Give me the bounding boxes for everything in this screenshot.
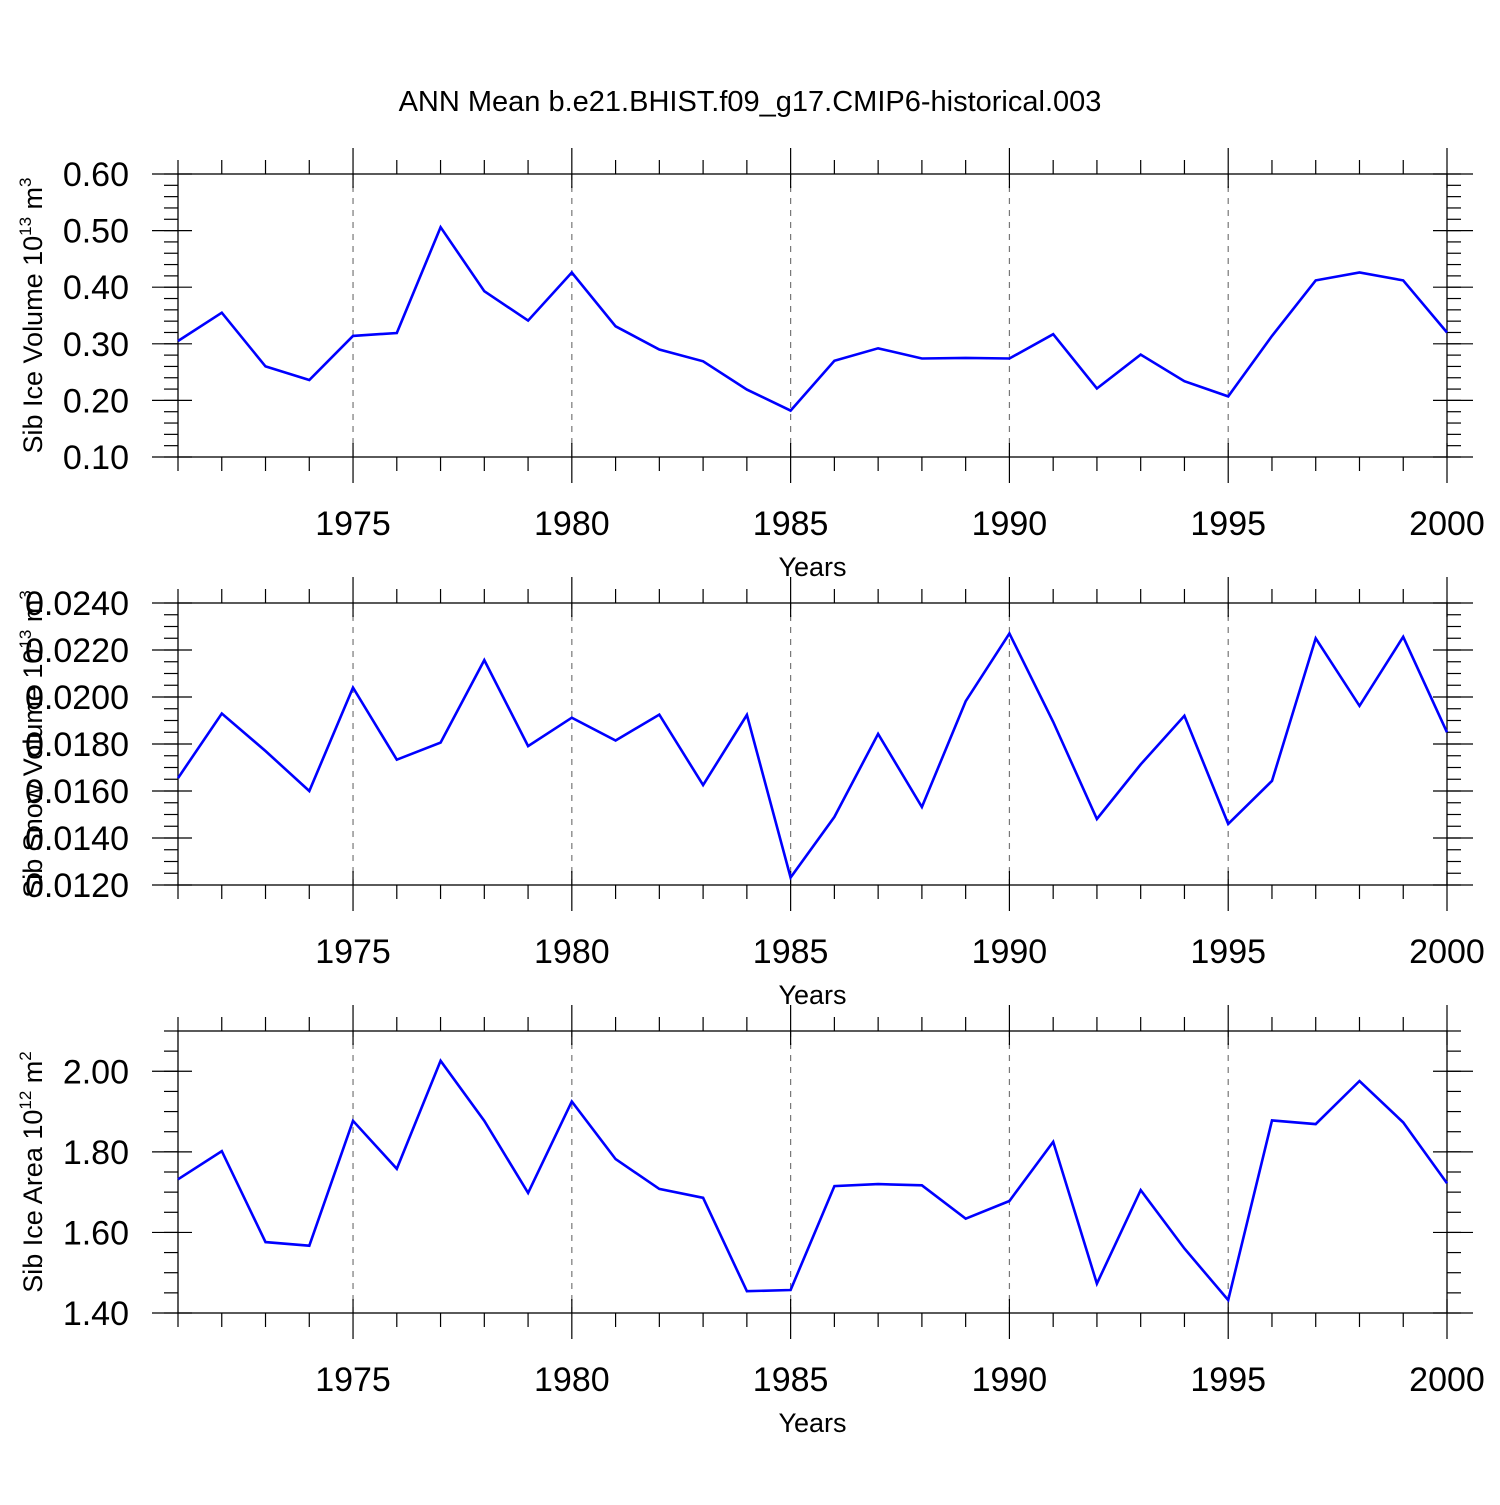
plot-frame bbox=[178, 174, 1447, 457]
y-axis-title-base: Sib Snow Volume 10 bbox=[18, 649, 48, 898]
x-tick-label: 1975 bbox=[315, 505, 391, 543]
y-tick-label: 0.60 bbox=[63, 156, 129, 194]
y-tick-label: 2.00 bbox=[63, 1053, 129, 1091]
y-axis-title: Sib Ice Area 1012 m2 bbox=[16, 1051, 48, 1293]
x-axis-title: Years bbox=[778, 1408, 846, 1438]
chart-panel-2: 0.01200.01400.01600.01800.02000.02200.02… bbox=[16, 577, 1485, 1010]
y-axis-title-unit: m bbox=[18, 600, 48, 630]
x-tick-label: 1995 bbox=[1190, 1361, 1266, 1399]
x-tick-label: 1975 bbox=[315, 933, 391, 971]
y-tick-label: 0.40 bbox=[63, 269, 129, 307]
y-tick-label: 0.10 bbox=[63, 439, 129, 477]
x-tick-label: 1990 bbox=[972, 1361, 1048, 1399]
x-tick-label: 1985 bbox=[753, 1361, 829, 1399]
y-tick-label: 1.80 bbox=[63, 1134, 129, 1172]
x-tick-label: 1980 bbox=[534, 933, 610, 971]
y-axis-title-base: Sib Ice Volume 10 bbox=[18, 236, 48, 454]
y-axis-title-exponent: 13 bbox=[16, 217, 35, 236]
y-axis-title-exponent: 12 bbox=[16, 1091, 35, 1110]
y-axis-title-unit: m bbox=[18, 1061, 48, 1091]
y-tick-label: 1.60 bbox=[63, 1214, 129, 1252]
chart-title: ANN Mean b.e21.BHIST.f09_g17.CMIP6-histo… bbox=[399, 86, 1102, 118]
y-axis-title-unit-exponent: 2 bbox=[16, 1051, 35, 1060]
x-tick-label: 2000 bbox=[1409, 505, 1485, 543]
series-line bbox=[178, 1061, 1447, 1300]
y-axis-title: Sib Ice Volume 1013 m3 bbox=[16, 177, 48, 453]
plot-frame bbox=[178, 603, 1447, 885]
y-tick-label: 1.40 bbox=[63, 1295, 129, 1333]
x-tick-label: 1980 bbox=[534, 505, 610, 543]
x-tick-label: 1980 bbox=[534, 1361, 610, 1399]
chart-panel-3: 1.40 1.60 1.80 2.00 1975 1980 1985 1990 1995 2000… bbox=[16, 1005, 1485, 1438]
y-axis-title-exponent: 13 bbox=[16, 630, 35, 649]
x-tick-label: 1985 bbox=[753, 933, 829, 971]
y-tick-label: 0.50 bbox=[63, 213, 129, 251]
y-axis-title-unit: m bbox=[18, 187, 48, 217]
series-line bbox=[178, 227, 1447, 410]
series-line bbox=[178, 634, 1447, 878]
x-tick-label: 1995 bbox=[1190, 933, 1266, 971]
x-tick-label: 1975 bbox=[315, 1361, 391, 1399]
y-tick-label: 0.20 bbox=[63, 382, 129, 420]
plot-frame bbox=[178, 1031, 1447, 1313]
y-axis-title-unit-exponent: 3 bbox=[16, 590, 35, 599]
y-tick-label: 0.30 bbox=[63, 326, 129, 364]
x-tick-label: 1990 bbox=[972, 505, 1048, 543]
x-tick-label: 2000 bbox=[1409, 1361, 1485, 1399]
y-axis-title-base: Sib Ice Area 10 bbox=[18, 1110, 48, 1293]
x-axis-title: Years bbox=[778, 552, 846, 582]
x-tick-label: 1985 bbox=[753, 505, 829, 543]
x-tick-label: 2000 bbox=[1409, 933, 1485, 971]
x-tick-label: 1995 bbox=[1190, 505, 1266, 543]
chart-panel-1: 0.10 0.20 0.30 0.40 0.50 0.60 1975 1980 1985 1990… bbox=[16, 148, 1485, 582]
chart-panels: 0.10 0.20 0.30 0.40 0.50 0.60 1975 1980 1985 1990… bbox=[16, 148, 1485, 1438]
x-axis-title: Years bbox=[778, 980, 846, 1010]
x-tick-label: 1990 bbox=[972, 933, 1048, 971]
y-axis-title-unit-exponent: 3 bbox=[16, 177, 35, 186]
